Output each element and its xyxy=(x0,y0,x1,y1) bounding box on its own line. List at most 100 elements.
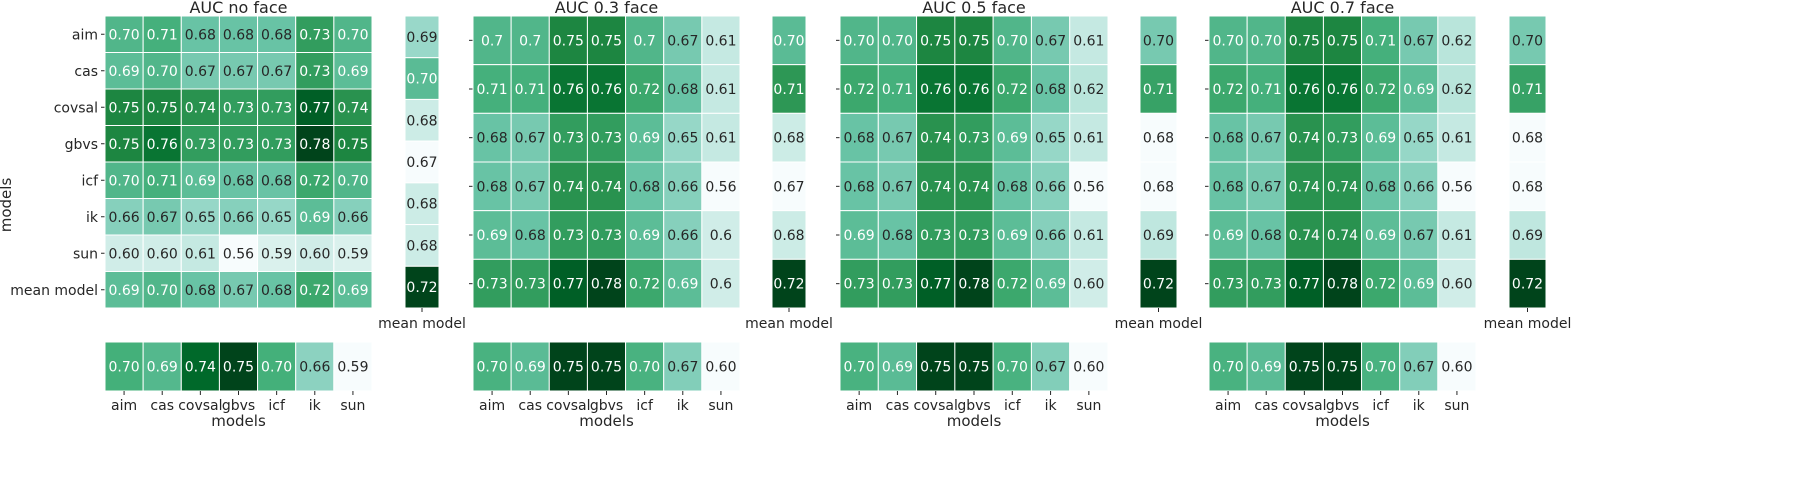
cell-value-label: 0.66 xyxy=(223,210,254,226)
heatmap-cell xyxy=(1069,161,1109,212)
cell-value-label: 0.73 xyxy=(223,137,254,153)
cell-value-label: 0.74 xyxy=(1327,228,1358,244)
heatmap-cell xyxy=(1399,64,1439,114)
cell-value-label: 0.73 xyxy=(261,137,292,153)
cell-value-label: 0.68 xyxy=(261,283,292,299)
heatmap-cell xyxy=(1069,64,1109,114)
cell-value-label: 0.68 xyxy=(261,27,292,43)
row-tick-label: covsal xyxy=(54,100,98,116)
heatmap-cell xyxy=(1437,161,1477,212)
heatmap-cell xyxy=(295,15,335,53)
heatmap-cell xyxy=(1399,258,1439,309)
heatmap-cell xyxy=(992,161,1032,212)
mean-model-value-label: 0.71 xyxy=(1512,82,1543,98)
column-tick-label: sun xyxy=(340,398,365,414)
cell-value-label: 0.6 xyxy=(710,277,732,293)
cell-value-label: 0.73 xyxy=(844,277,875,293)
column-tick-label: cas xyxy=(518,398,542,414)
heatmap-cell xyxy=(333,234,373,272)
mean-model-row-cell xyxy=(586,341,627,392)
heatmap-cell xyxy=(257,88,297,126)
mean-model-cell xyxy=(1139,210,1178,260)
heatmap-cell xyxy=(625,258,665,309)
heatmap-cell xyxy=(586,112,627,163)
cell-value-label: 0.76 xyxy=(147,137,178,153)
cell-value-label: 0.74 xyxy=(920,179,951,195)
cell-value-label: 0.71 xyxy=(476,82,507,98)
cell-value-label: 0.65 xyxy=(1035,131,1066,147)
heatmap-panel-1: AUC no faceaimcascovsalgbvsicfiksunmean … xyxy=(10,0,466,430)
heatmap-cell xyxy=(472,210,512,260)
heatmap-cell xyxy=(916,210,956,260)
heatmap-cell xyxy=(472,161,512,212)
cell-value-label: 0.71 xyxy=(147,27,178,43)
heatmap-cell xyxy=(663,15,703,66)
cell-value-label: 0.69 xyxy=(476,228,507,244)
cell-value-label: 0.72 xyxy=(997,277,1028,293)
heatmap-cell xyxy=(180,234,220,272)
cell-value-label: 0.72 xyxy=(629,277,660,293)
cell-value-label: 0.77 xyxy=(1289,277,1320,293)
mean-model-value-label: 0.70 xyxy=(1512,33,1543,49)
heatmap-cell xyxy=(1030,161,1071,212)
column-tick-label: ik xyxy=(1413,398,1426,414)
mean-model-cell xyxy=(404,224,440,267)
heatmap-cell xyxy=(472,64,512,114)
cell-value-label: 0.61 xyxy=(1441,131,1472,147)
mean-model-row-cell xyxy=(295,341,335,392)
heatmap-cell xyxy=(625,210,665,260)
heatmap-cell xyxy=(916,112,956,163)
column-tick-label: sun xyxy=(1444,398,1469,414)
cell-value-label: 0.68 xyxy=(1251,228,1282,244)
heatmap-cell xyxy=(1284,64,1324,114)
cell-value-label: 0.72 xyxy=(299,173,330,189)
cell-value-label: 0.78 xyxy=(299,137,330,153)
cell-value-label: 0.7 xyxy=(481,33,503,49)
column-tick-label: ik xyxy=(677,398,690,414)
cell-value-label: 0.76 xyxy=(553,82,584,98)
heatmap-cell xyxy=(1246,161,1286,212)
mean-model-cell xyxy=(1508,15,1547,66)
mean-model-row-value-label: 0.67 xyxy=(1403,360,1434,376)
mean-model-row-value-label: 0.70 xyxy=(844,360,875,376)
cell-value-label: 0.70 xyxy=(844,33,875,49)
mean-model-row-cell xyxy=(218,341,259,392)
mean-model-column-label: mean model xyxy=(378,316,466,332)
cell-value-label: 0.60 xyxy=(147,246,178,262)
mean-model-row-value-label: 0.75 xyxy=(223,360,254,376)
cell-value-label: 0.73 xyxy=(958,131,989,147)
row-tick-label: ik xyxy=(86,210,99,226)
mean-model-cell xyxy=(771,64,807,114)
heatmap-cell xyxy=(954,210,994,260)
mean-model-row-cell xyxy=(877,341,918,392)
heatmap-cell xyxy=(1030,258,1071,309)
mean-model-row-cell xyxy=(1246,341,1286,392)
column-tick-label: covsal xyxy=(546,398,590,414)
column-tick-label: icf xyxy=(636,398,654,414)
heatmap-cell xyxy=(180,88,220,126)
mean-model-row-cell xyxy=(1361,341,1401,392)
heatmap-cell xyxy=(1069,210,1109,260)
mean-model-row-value-label: 0.59 xyxy=(337,360,368,376)
heatmap-cell xyxy=(1246,112,1286,163)
column-tick-label: cas xyxy=(1254,398,1278,414)
column-tick-label: icf xyxy=(1004,398,1022,414)
mean-model-row-value-label: 0.67 xyxy=(667,360,698,376)
heatmap-cell xyxy=(295,234,335,272)
cell-value-label: 0.68 xyxy=(515,228,546,244)
mean-model-row-value-label: 0.74 xyxy=(185,360,216,376)
cell-value-label: 0.73 xyxy=(1327,131,1358,147)
cell-value-label: 0.69 xyxy=(1365,131,1396,147)
mean-model-row-value-label: 0.70 xyxy=(629,360,660,376)
cell-value-label: 0.61 xyxy=(1073,228,1104,244)
heatmap-cell xyxy=(548,15,588,66)
cell-value-label: 0.74 xyxy=(337,100,368,116)
heatmap-cell xyxy=(992,112,1032,163)
heatmap-cell xyxy=(1069,15,1109,66)
heatmap-cell xyxy=(257,125,297,163)
cell-value-label: 0.68 xyxy=(1212,131,1243,147)
mean-model-row-cell xyxy=(257,341,297,392)
heatmap-cell xyxy=(1284,258,1324,309)
heatmap-cell xyxy=(333,88,373,126)
heatmap-cell xyxy=(218,234,259,272)
